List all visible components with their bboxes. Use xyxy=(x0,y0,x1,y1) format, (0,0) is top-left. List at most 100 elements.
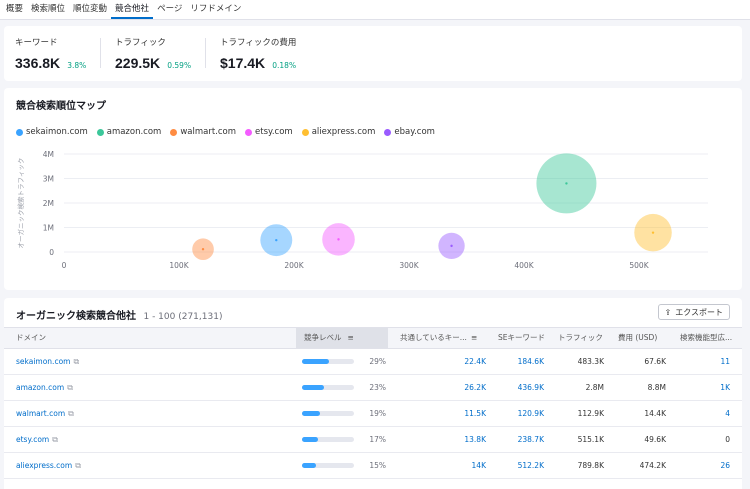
domain-cell: amazon.com ⧉ xyxy=(16,375,73,400)
serp-features-value[interactable]: 26 xyxy=(720,461,730,470)
domain-link[interactable]: etsy.com xyxy=(16,435,50,444)
y-tick-label: 4M xyxy=(43,150,54,159)
competition-level-fill xyxy=(302,359,329,364)
bubble-center xyxy=(201,248,205,251)
cost-value: 49.6K xyxy=(644,435,666,444)
domain-cell: sekaimon.com ⧉ xyxy=(16,349,79,374)
se-keywords-value[interactable]: 512.2K xyxy=(517,461,544,470)
kpi-delta: 3.8% xyxy=(67,61,87,70)
table-row: amazon.com ⧉ 23% 26.2K 436.9K 2.8M 8.8M 1K xyxy=(4,375,742,401)
tab-position-changes[interactable]: 順位変動 xyxy=(73,4,108,14)
col-se-keywords[interactable]: SEキーワード xyxy=(498,333,545,342)
col-cost[interactable]: 費用 (USD) xyxy=(618,333,658,342)
se-keywords-value[interactable]: 120.9K xyxy=(517,409,544,418)
kpi-label: トラフィックの費用 xyxy=(220,38,297,48)
bubble-center xyxy=(565,182,568,185)
domain-link[interactable]: amazon.com xyxy=(16,383,65,392)
x-tick-label: 100K xyxy=(169,261,189,270)
tab-overview[interactable]: 概要 xyxy=(6,4,24,14)
domain-link[interactable]: sekaimon.com xyxy=(16,357,71,366)
legend-item[interactable]: aliexpress.com xyxy=(301,127,376,137)
serp-features-value[interactable]: 4 xyxy=(725,409,730,418)
kpi-value[interactable]: $17.4K xyxy=(220,55,266,71)
map-title: 競合検索順位マップ xyxy=(16,101,106,112)
kpi-traffic-cost: トラフィックの費用 $17.4K 0.18% xyxy=(220,36,296,72)
sort-icon: ≡ xyxy=(347,333,354,342)
legend-dot xyxy=(384,128,392,136)
legend-item[interactable]: amazon.com xyxy=(96,127,161,137)
se-keywords-value[interactable]: 184.6K xyxy=(517,357,544,366)
kpi-label: キーワード xyxy=(15,38,58,48)
x-tick-label: 0 xyxy=(62,261,67,270)
competition-level-bar xyxy=(302,359,354,364)
col-traffic[interactable]: トラフィック xyxy=(558,333,603,342)
legend-item[interactable]: sekaimon.com xyxy=(16,127,88,137)
competitive-map-card: 競合検索順位マップ sekaimon.com amazon.com walmar… xyxy=(4,88,742,290)
legend-label: aliexpress.com xyxy=(311,127,376,137)
traffic-value: 483.3K xyxy=(577,357,604,366)
x-tick-label: 400K xyxy=(514,261,534,270)
competitors-table-card: オーガニック検索競合他社 1 - 100 (271,131) ⇪ エクスポート … xyxy=(4,298,742,489)
se-keywords-value[interactable]: 436.9K xyxy=(517,383,544,392)
table-header: ドメイン 競争レベル ≡ 共通しているキー... ≡ SEキーワード トラフィック … xyxy=(4,327,742,349)
legend-dot xyxy=(170,128,178,136)
table-row: walmart.com ⧉ 19% 11.5K 120.9K 112.9K 14.4K 4 xyxy=(4,401,742,427)
kpi-delta: 0.59% xyxy=(167,61,192,70)
kpi-value[interactable]: 229.5K xyxy=(115,55,161,71)
serp-features-value[interactable]: 1K xyxy=(720,383,730,392)
bubble-center xyxy=(275,238,278,242)
serp-features-value[interactable]: 11 xyxy=(720,357,730,366)
competition-level-fill xyxy=(302,437,318,442)
competition-level-fill xyxy=(302,463,316,468)
common-keywords-value[interactable]: 13.8K xyxy=(464,435,486,444)
legend-item[interactable]: walmart.com xyxy=(170,127,236,137)
y-tick-label: 1M xyxy=(43,224,54,233)
competition-level-fill xyxy=(302,385,324,390)
competition-level-value: 29% xyxy=(369,357,386,366)
col-domain[interactable]: ドメイン xyxy=(16,333,46,342)
upload-icon: ⇪ xyxy=(664,307,672,317)
traffic-value: 2.8M xyxy=(585,383,604,392)
common-keywords-value[interactable]: 14K xyxy=(471,461,486,470)
kpi-label: トラフィック xyxy=(115,38,166,48)
bubble-center xyxy=(337,238,340,241)
domain-link[interactable]: walmart.com xyxy=(16,409,66,418)
competition-level-bar xyxy=(302,411,354,416)
common-keywords-value[interactable]: 11.5K xyxy=(464,409,486,418)
domain-link[interactable]: aliexpress.com xyxy=(16,461,73,470)
legend-dot xyxy=(301,128,309,136)
col-competition-level[interactable]: 競争レベル ≡ xyxy=(296,328,388,348)
kpi-summary-card: キーワード 336.8K 3.8% トラフィック 229.5K 0.59% トラ… xyxy=(4,26,742,81)
tab-referring-domains[interactable]: リフドメイン xyxy=(190,4,242,14)
common-keywords-value[interactable]: 26.2K xyxy=(464,383,486,392)
tab-pages[interactable]: ページ xyxy=(157,4,183,14)
traffic-value: 112.9K xyxy=(577,409,604,418)
external-link-icon[interactable]: ⧉ xyxy=(75,461,81,470)
col-serp-features[interactable]: 検索機能型広... xyxy=(680,333,733,342)
tab-competitors[interactable]: 競合他社 xyxy=(111,0,154,19)
cost-value: 474.2K xyxy=(639,461,666,470)
y-tick-label: 2M xyxy=(43,199,54,208)
col-common-keywords[interactable]: 共通しているキー... ≡ xyxy=(394,328,486,348)
legend-label: ebay.com xyxy=(394,127,435,137)
legend-item[interactable]: ebay.com xyxy=(384,127,435,137)
serp-features-value[interactable]: 0 xyxy=(725,435,730,444)
legend-item[interactable]: etsy.com xyxy=(245,127,293,137)
domain-cell: walmart.com ⧉ xyxy=(16,401,74,426)
external-link-icon[interactable]: ⧉ xyxy=(52,435,58,444)
external-link-icon[interactable]: ⧉ xyxy=(67,383,73,392)
tab-positions[interactable]: 検索順位 xyxy=(31,4,66,14)
external-link-icon[interactable]: ⧉ xyxy=(68,409,74,418)
common-keywords-value[interactable]: 22.4K xyxy=(464,357,486,366)
cost-value: 67.6K xyxy=(644,357,666,366)
kpi-keywords: キーワード 336.8K 3.8% xyxy=(15,36,86,72)
external-link-icon[interactable]: ⧉ xyxy=(73,357,80,366)
traffic-value: 515.1K xyxy=(577,435,604,444)
traffic-value: 789.8K xyxy=(577,461,604,470)
map-legend: sekaimon.com amazon.com walmart.com etsy… xyxy=(16,127,444,137)
legend-dot xyxy=(245,128,253,136)
export-button[interactable]: ⇪ エクスポート xyxy=(657,304,730,320)
competition-level-value: 23% xyxy=(369,383,386,392)
kpi-value[interactable]: 336.8K xyxy=(15,55,61,71)
se-keywords-value[interactable]: 238.7K xyxy=(517,435,544,444)
